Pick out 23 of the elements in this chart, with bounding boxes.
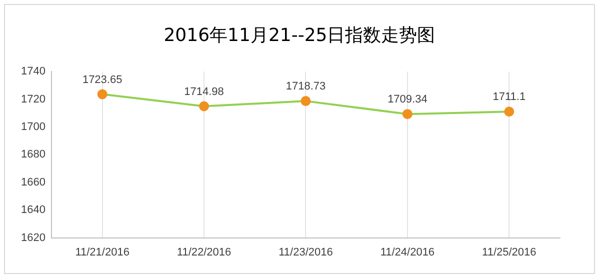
x-tick-label: 11/25/2016 [482,246,536,258]
y-tick-label: 1720 [20,93,46,106]
y-tick-label: 1700 [20,121,46,134]
data-label: 1714.98 [184,86,224,98]
point [97,89,108,100]
y-tick-label: 1740 [20,66,46,78]
point [199,101,210,112]
data-label: 1718.73 [286,80,326,93]
data-label: 1711.1 [492,91,526,104]
x-tick-label: 11/22/2016 [176,246,232,258]
chart-title: 2016年11月21--25日指数走势图 [162,24,436,47]
y-tick-label: 1680 [20,148,46,161]
point [504,106,514,117]
x-tick-label: 11/24/2016 [380,246,435,258]
data-label: 1723.65 [82,74,122,86]
x-tick-label: 11/23/2016 [278,246,333,258]
y-tick-label: 1640 [20,204,46,216]
data-label: 1709.34 [388,94,428,106]
point [402,109,412,120]
y-tick-label: 1660 [20,176,46,188]
x-tick-label: 11/21/2016 [75,246,130,258]
point [300,96,311,106]
y-tick-label: 1620 [20,232,46,244]
